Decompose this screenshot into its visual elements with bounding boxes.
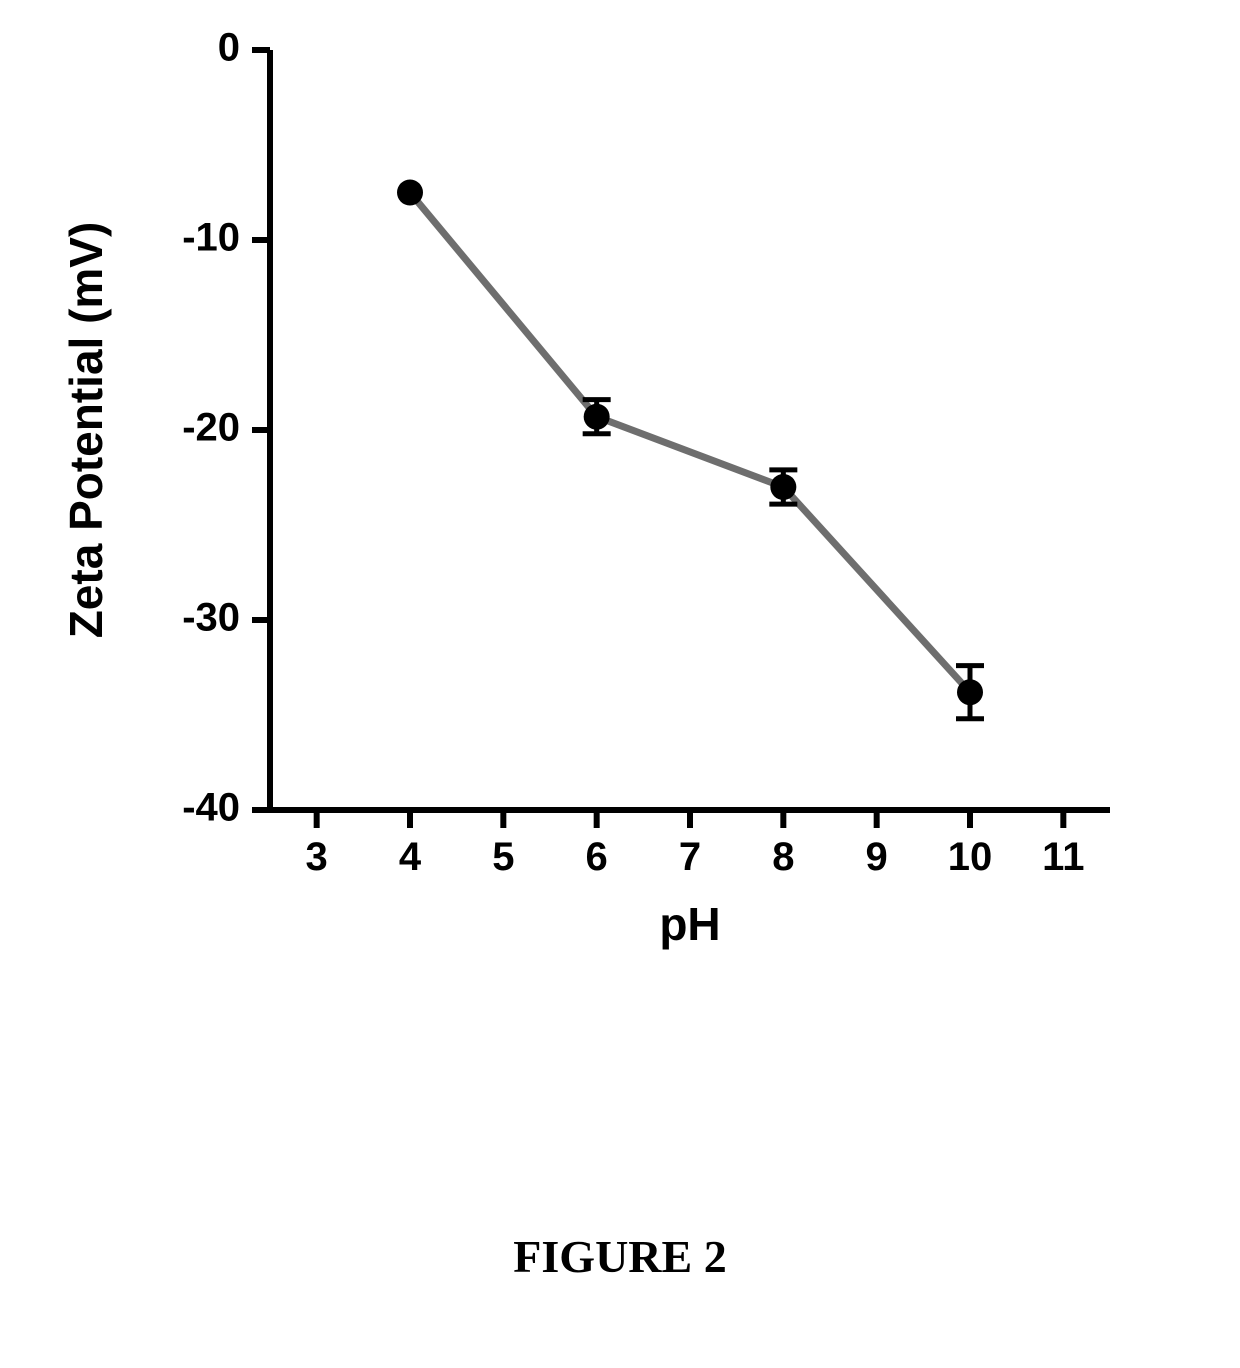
x-tick-label: 9 xyxy=(866,835,888,879)
x-axis-label: pH xyxy=(659,898,720,950)
y-tick-label: 0 xyxy=(218,26,240,70)
chart: 0 -10 -20 -30 -40 3 4 5 6 7 8 9 10 11 pH Zeta Potential… xyxy=(60,20,1180,985)
y-tick-label: -30 xyxy=(182,596,240,640)
data-marker xyxy=(397,180,423,206)
y-tick-label: -20 xyxy=(182,406,240,450)
chart-bg xyxy=(60,20,1180,980)
page-container: { "chart": { "type": "line-scatter-error… xyxy=(0,0,1240,1368)
y-tick-label: -10 xyxy=(182,216,240,260)
x-tick-label: 11 xyxy=(1042,835,1084,879)
x-tick-label: 6 xyxy=(586,835,608,879)
y-tick-label: -40 xyxy=(182,786,240,830)
x-tick-label: 4 xyxy=(399,835,422,879)
figure-caption: FIGURE 2 xyxy=(0,1230,1240,1283)
data-marker xyxy=(584,404,610,430)
y-axis-label: Zeta Potential (mV) xyxy=(60,222,112,639)
x-tick-label: 5 xyxy=(492,835,514,879)
data-marker xyxy=(770,474,796,500)
data-marker xyxy=(957,679,983,705)
x-tick-label: 8 xyxy=(772,835,794,879)
chart-svg: 0 -10 -20 -30 -40 3 4 5 6 7 8 9 10 11 pH Zeta Potential… xyxy=(60,20,1180,980)
x-tick-label: 10 xyxy=(948,835,993,879)
x-tick-label: 3 xyxy=(306,835,328,879)
x-tick-label: 7 xyxy=(679,835,701,879)
